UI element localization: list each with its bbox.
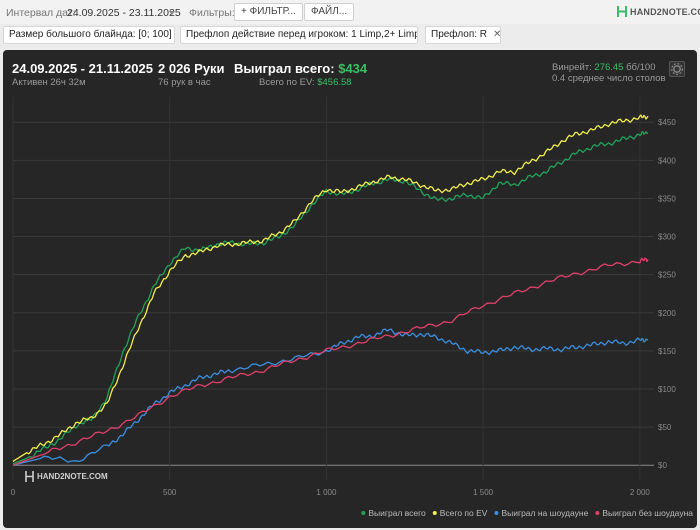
- filters-bar: Интервал дат: 24.09.2025 - 23.11.2025 Фи…: [0, 0, 700, 24]
- avg-tables: 0.4 среднее число столов: [552, 73, 666, 84]
- y-tick-label: $250: [658, 271, 676, 280]
- series-line-showdown: [12, 328, 649, 466]
- legend-label: Всего по EV: [440, 508, 488, 518]
- hand2note-logo: HAND2NOTE.COM: [617, 5, 700, 18]
- chip-label: Префлоп: R: [431, 29, 488, 40]
- x-tick-label: 500: [163, 488, 177, 497]
- close-icon[interactable]: ✕: [493, 29, 501, 40]
- legend-swatch: [494, 511, 499, 515]
- winrate-value: 276.45: [594, 62, 624, 73]
- add-filter-button[interactable]: + ФИЛЬТР...: [234, 3, 303, 21]
- x-tick-label: 0: [11, 488, 16, 497]
- h2n-logo-icon: [617, 6, 627, 17]
- x-tick-label: 1 500: [473, 488, 494, 497]
- series-line-ev: [12, 114, 649, 462]
- winrate-unit: бб/100: [626, 62, 656, 73]
- y-tick-label: $0: [658, 461, 667, 470]
- y-tick-label: $400: [658, 156, 676, 165]
- winrate: Винрейт: 276.45 бб/100: [552, 62, 655, 73]
- filter-chip-preflop-action[interactable]: Префлоп действие перед игроком: 1 Limp,2…: [180, 26, 418, 44]
- winrate-label: Винрейт:: [552, 62, 592, 73]
- legend-swatch: [595, 511, 600, 515]
- active-filters: Размер большого блайнда: [0; 100]✕ Префл…: [0, 24, 700, 46]
- legend-swatch: [432, 511, 437, 515]
- y-tick-label: $300: [658, 233, 676, 242]
- series-line-non_showdown: [12, 257, 649, 466]
- ev-value: $456.58: [317, 77, 352, 88]
- profit-graph: $0 $50 $100 $150 $200 $250 $300 $350 $400 $450 0 50…: [11, 97, 693, 518]
- won-label: Выиграл всего:: [234, 61, 335, 76]
- filter-chip-big-blind[interactable]: Размер большого блайнда: [0; 100]✕: [3, 26, 175, 44]
- filters-label: Фильтры:: [189, 7, 235, 19]
- file-button[interactable]: ФАЙЛ...: [304, 3, 355, 21]
- date-interval-label: Интервал дат:: [6, 7, 76, 19]
- chevron-down-icon[interactable]: [169, 11, 175, 15]
- chip-label: Размер большого блайнда: [0; 100]: [9, 29, 172, 40]
- filter-chip-preflop[interactable]: Префлоп: R ✕: [425, 26, 501, 44]
- y-tick-label: $450: [658, 118, 676, 127]
- won-value: $434: [338, 61, 368, 76]
- y-tick-label: $350: [658, 194, 676, 203]
- period-title: 24.09.2025 - 21.11.2025: [12, 61, 153, 76]
- ev-total: Всего по EV: $456.58: [259, 77, 352, 88]
- graph-panel: 24.09.2025 - 21.11.2025 Активен 26ч 32м …: [3, 50, 697, 528]
- legend-label: Выиграл на шоудауне: [501, 508, 588, 518]
- series-line-won: [12, 131, 649, 465]
- y-tick-label: $200: [658, 309, 676, 318]
- won-total: Выиграл всего: $434: [234, 61, 367, 76]
- y-tick-label: $150: [658, 347, 676, 356]
- active-time: Активен 26ч 32м: [12, 77, 86, 88]
- watermark-logo-icon: [25, 471, 34, 482]
- legend-label: Выиграл без шоудауна: [602, 508, 693, 518]
- watermark-text: HAND2NOTE.COM: [37, 472, 108, 481]
- settings-button[interactable]: [669, 61, 685, 77]
- chip-label: Префлоп действие перед игроком: 1 Limp,2…: [186, 29, 418, 40]
- logo-text: HAND2NOTE.COM: [630, 6, 700, 17]
- y-tick-label: $50: [658, 423, 672, 432]
- hands-per-hour: 76 рук в час: [158, 77, 211, 88]
- legend-swatch: [361, 511, 366, 515]
- ev-label: Всего по EV:: [259, 77, 315, 88]
- legend-label: Выиграл всего: [368, 508, 426, 518]
- hands-count: 2 026 Руки: [158, 61, 225, 76]
- gear-icon: [671, 63, 683, 75]
- date-interval-value[interactable]: 24.09.2025 - 23.11.2025: [67, 7, 181, 19]
- x-tick-label: 1 000: [316, 488, 337, 497]
- y-tick-label: $100: [658, 385, 676, 394]
- x-tick-label: 2 000: [630, 488, 651, 497]
